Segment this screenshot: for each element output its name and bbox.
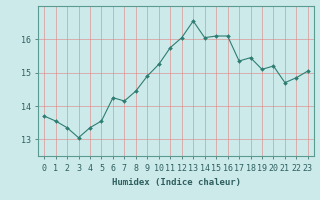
X-axis label: Humidex (Indice chaleur): Humidex (Indice chaleur) (111, 178, 241, 187)
